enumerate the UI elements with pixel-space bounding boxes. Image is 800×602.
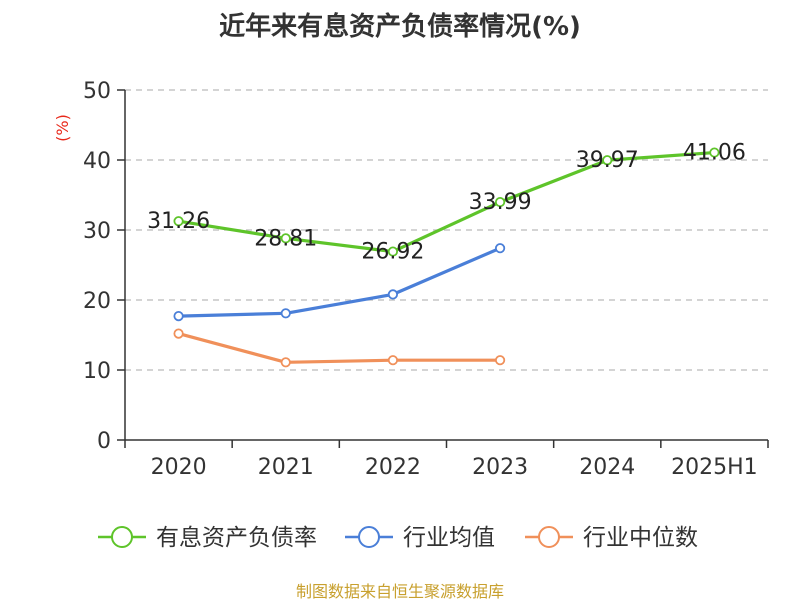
series-0-point-2024 bbox=[602, 155, 613, 166]
series-1-point-2022 bbox=[387, 289, 399, 300]
series-line-2 bbox=[178, 332, 501, 364]
series-0-point-2020 bbox=[173, 216, 184, 227]
x-tick-label-2025H1: 2025H1 bbox=[671, 455, 758, 480]
series-line-0 bbox=[178, 150, 715, 254]
legend-marker-0 bbox=[111, 526, 133, 548]
y-tick-label-10: 10 bbox=[83, 359, 111, 384]
data-label-2020: 31.26 bbox=[147, 209, 210, 234]
y-tick-label-0: 0 bbox=[97, 429, 111, 454]
series-line-1 bbox=[178, 246, 501, 318]
legend: 有息资产负债率 行业均值 行业中位数 bbox=[98, 525, 698, 551]
legend-marker-1 bbox=[358, 526, 380, 548]
grid-lines bbox=[125, 89, 768, 371]
y-tick-label-20: 20 bbox=[83, 289, 111, 314]
series-2-point-2022 bbox=[387, 355, 399, 366]
chart-title: 近年来有息资产负债率情况(%) bbox=[219, 12, 581, 42]
series-1-point-2020 bbox=[173, 310, 184, 322]
legend-marker-2 bbox=[538, 526, 560, 548]
data-labels: 31.26 28.81 26.92 33.99 39.97 41.06 bbox=[147, 141, 746, 265]
series-0-point-2023 bbox=[494, 196, 506, 208]
series-0-point-2022 bbox=[387, 246, 399, 257]
series-1-point-2021 bbox=[280, 308, 291, 319]
axes: 0 10 20 30 40 50 2020 2021 2022 2023 2024 2025H1 bbox=[83, 79, 769, 480]
legend-label-1: 行业均值 bbox=[403, 525, 495, 551]
data-label-2021: 28.81 bbox=[254, 226, 317, 251]
series-2-point-2020 bbox=[173, 328, 184, 339]
y-tick-label-50: 50 bbox=[83, 79, 111, 104]
x-tick-label-2023: 2023 bbox=[472, 455, 528, 480]
series-2-point-2021 bbox=[280, 357, 291, 368]
x-tick-label-2021: 2021 bbox=[258, 455, 314, 480]
data-label-2025H1: 41.06 bbox=[683, 141, 746, 166]
data-label-2024: 39.97 bbox=[576, 148, 639, 173]
y-tick-label-40: 40 bbox=[83, 149, 111, 174]
x-tick-label-2022: 2022 bbox=[365, 455, 421, 480]
series-group bbox=[173, 147, 720, 368]
series-2-point-2023 bbox=[494, 355, 506, 366]
y-tick-label-30: 30 bbox=[83, 219, 111, 244]
y-axis-label: (%) bbox=[53, 114, 72, 142]
legend-label-2: 行业中位数 bbox=[583, 525, 698, 551]
series-1-point-2023 bbox=[494, 243, 506, 254]
data-label-2022: 26.92 bbox=[361, 240, 424, 265]
data-source: 制图数据来自恒生聚源数据库 bbox=[295, 582, 504, 601]
series-0-point-2025H1 bbox=[709, 147, 720, 158]
x-tick-label-2024: 2024 bbox=[579, 455, 635, 480]
series-0-point-2021 bbox=[280, 233, 291, 244]
data-label-2023: 33.99 bbox=[469, 190, 532, 215]
x-tick-label-2020: 2020 bbox=[151, 455, 207, 480]
legend-label-0: 有息资产负债率 bbox=[156, 525, 317, 551]
